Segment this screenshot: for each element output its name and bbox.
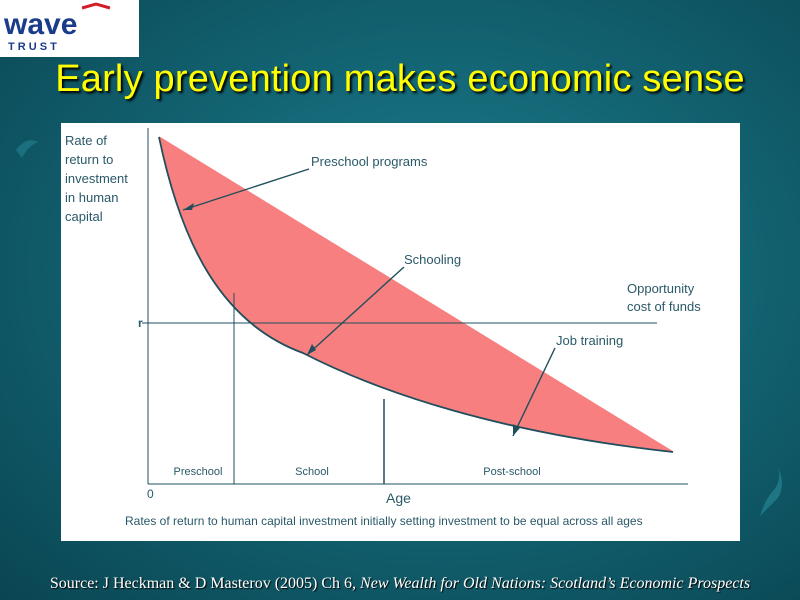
origin-label: 0	[147, 487, 154, 501]
stage-preschool-label: Preschool	[174, 466, 223, 478]
preschool-arrowhead-icon	[183, 203, 194, 210]
y-axis-label-line-4: in human	[65, 190, 118, 205]
y-axis-label-line-2: return to	[65, 152, 113, 167]
schooling-arrow	[306, 266, 405, 356]
figure-panel: Rate of return to investment in human ca…	[61, 123, 740, 541]
job-training-label: Job training	[556, 333, 623, 348]
schooling-arrowhead-icon	[307, 344, 316, 355]
slide-title: Early prevention makes economic sense	[55, 58, 745, 100]
logo-subword: T R U S T	[8, 41, 57, 53]
schooling-label: Schooling	[404, 252, 461, 267]
stage-post-school-label: Post-school	[483, 466, 540, 478]
x-axis-label: Age	[386, 490, 411, 506]
logo-swoosh-icon	[81, 2, 111, 10]
stage-school-label: School	[295, 466, 329, 478]
opportunity-label-line-2: cost of funds	[627, 299, 701, 314]
job-training-arrowhead-icon	[513, 424, 520, 436]
y-axis-label-line-5: capital	[65, 209, 103, 224]
figure-caption: Rates of return to human capital investm…	[125, 514, 643, 528]
y-axis-label-line-3: investment	[65, 171, 128, 186]
r-label: r	[138, 316, 143, 330]
opportunity-label-line-1: Opportunity	[627, 281, 695, 296]
decorative-flourish-icon	[16, 140, 38, 158]
preschool-programs-label: Preschool programs	[311, 154, 428, 169]
source-prefix: Source: J Heckman & D Masterov (2005) Ch…	[49, 575, 361, 592]
y-axis-label-line-1: Rate of	[65, 133, 107, 148]
logo-word: wave	[3, 8, 77, 41]
wave-trust-logo: wave T R U S T	[0, 0, 139, 57]
source-book-title: New Wealth for Old Nations: Scotland’s E…	[360, 575, 751, 592]
preschool-arrow	[182, 168, 310, 211]
rate-of-return-diagram: Rate of return to investment in human ca…	[65, 128, 701, 528]
wave-trust-logo-graphic: wave T R U S T	[3, 2, 111, 53]
job-training-arrow	[512, 347, 556, 437]
return-curve	[158, 136, 674, 453]
decorative-flourish-icon-right	[760, 468, 782, 516]
source-citation: Source: J Heckman & D Masterov (2005) Ch…	[0, 575, 800, 593]
